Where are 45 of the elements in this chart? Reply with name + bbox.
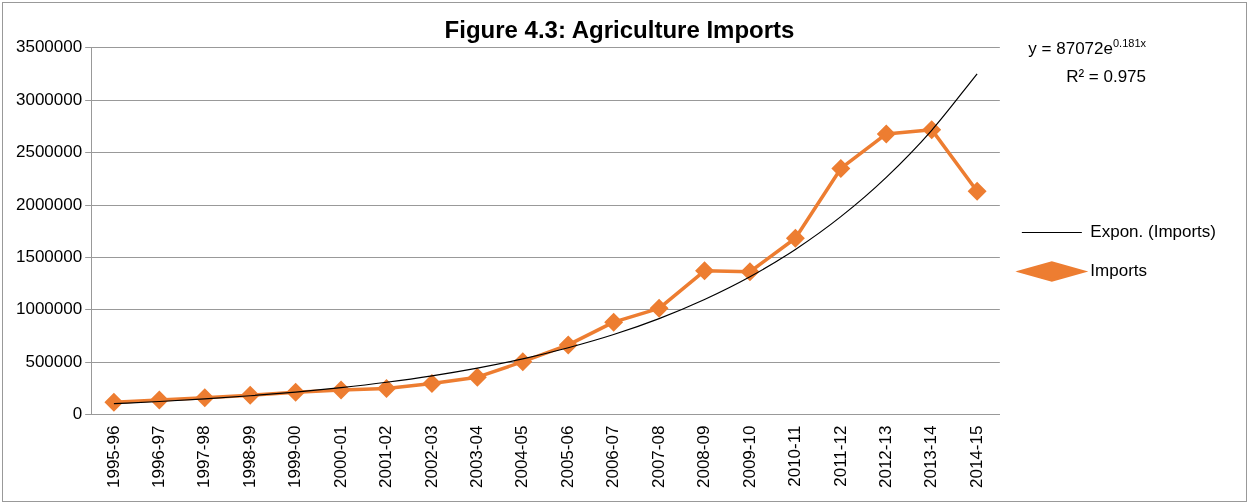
- x-tick-label: 1997-98: [194, 425, 214, 488]
- point: [423, 374, 441, 393]
- point: [604, 313, 623, 331]
- y-tick-label: 0: [72, 404, 83, 424]
- point: [377, 379, 396, 398]
- x-tick-label: 2008-09: [694, 425, 714, 488]
- point: [695, 262, 714, 280]
- text: R² = 0.975: [1065, 65, 1146, 88]
- point: [468, 368, 487, 386]
- y-tick-label: 2000000: [15, 194, 83, 214]
- point: [105, 393, 123, 411]
- y-tick-label: 1500000: [15, 247, 83, 267]
- x-tick-label: 2001-02: [376, 425, 396, 488]
- y-tick-label: 500000: [25, 351, 83, 371]
- x-tick-label: 2013-14: [921, 425, 941, 488]
- y-tick-label: 2500000: [15, 142, 83, 162]
- x-tick-label: 2012-13: [875, 425, 895, 488]
- chart-title: Figure 4.3: Agriculture Imports: [444, 16, 795, 44]
- x-tick-label: 2011-12: [830, 425, 850, 487]
- point: [786, 229, 805, 247]
- x-tick-label: 2014-15: [966, 425, 986, 488]
- point: [968, 182, 986, 200]
- y-tick-label: 1000000: [15, 299, 83, 319]
- x-tick-label: 1998-99: [239, 425, 259, 488]
- x-tick-label: 2003-04: [467, 425, 487, 488]
- text: y = 87072e$^{0.181x}$: [1028, 36, 1146, 60]
- x-tick-label: 2000-01: [330, 425, 350, 488]
- x-tick-label: 1996-97: [149, 425, 169, 488]
- point: [650, 299, 668, 318]
- point: [741, 263, 759, 281]
- x-tick-label: 2005-06: [557, 425, 577, 488]
- x-tick-label: 2002-03: [421, 425, 441, 488]
- x-tick-label: 2006-07: [603, 425, 623, 488]
- x-tick-label: 1995-96: [103, 425, 123, 488]
- x-tick-label: 1999-00: [285, 425, 305, 488]
- legend-label: Imports: [1090, 261, 1148, 281]
- x-tick-label: 2010-11: [785, 425, 805, 487]
- y-tick-label: 3000000: [15, 89, 83, 109]
- x-tick-label: 2004-05: [512, 425, 532, 488]
- x-tick-label: 2009-10: [739, 425, 759, 488]
- legend-label: Expon. (Imports): [1090, 222, 1217, 242]
- point: [832, 159, 850, 178]
- x-tick-label: 2007-08: [648, 425, 668, 488]
- y-tick-label: 3500000: [15, 37, 83, 57]
- point: [877, 125, 896, 143]
